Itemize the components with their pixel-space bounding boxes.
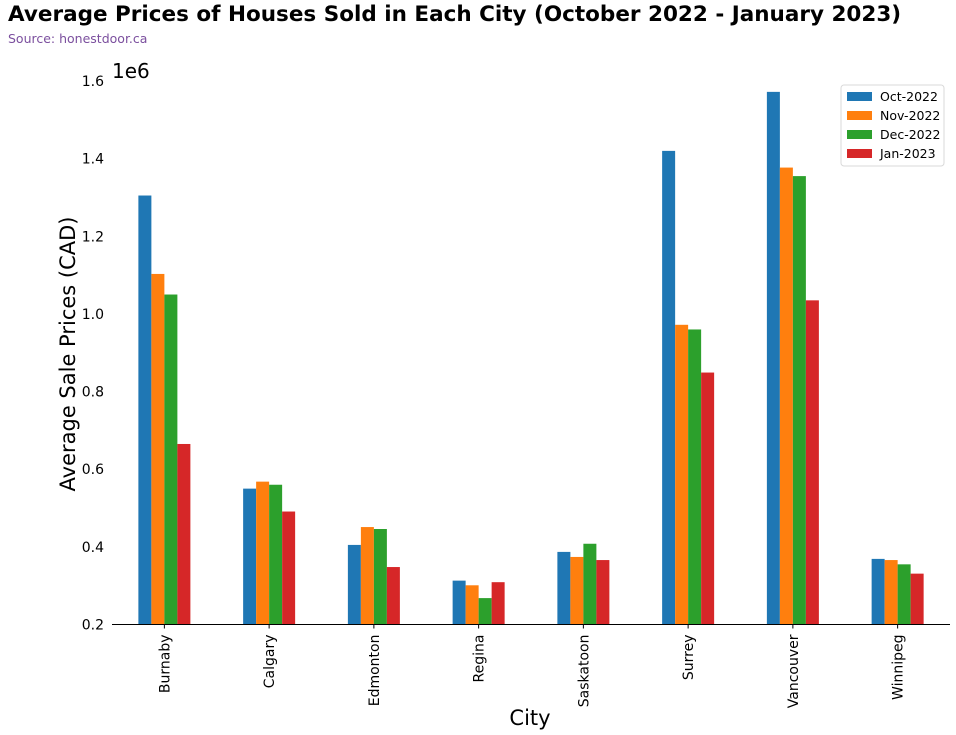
bar-winnipeg-oct-2022 (871, 558, 885, 625)
legend: Oct-2022 Nov-2022 Dec-2022 Jan-2023 (840, 84, 945, 167)
bar-edmonton-dec-2022 (373, 529, 387, 625)
y-axis-title: Average Sale Prices (CAD) (56, 217, 80, 492)
bar-vancouver-jan-2023 (805, 300, 819, 625)
bar-edmonton-nov-2022 (360, 527, 374, 625)
bar-regina-jan-2023 (491, 582, 505, 625)
bar-regina-dec-2022 (478, 598, 492, 625)
bar-winnipeg-nov-2022 (884, 560, 898, 625)
legend-frame (840, 84, 945, 167)
chart-title: Average Prices of Houses Sold in Each Ci… (8, 2, 902, 27)
legend-label: Nov-2022 (880, 108, 940, 123)
legend-swatch (847, 149, 872, 158)
x-axis: Burnaby Calgary Edmonton Regina Saskatoon Sur… (157, 624, 907, 708)
x-tick-label: Regina (472, 635, 488, 683)
x-tick-label: Edmonton (367, 635, 383, 707)
chart-source: Source: honestdoor.ca (8, 31, 148, 46)
bars-layer (138, 91, 924, 625)
bar-edmonton-jan-2023 (386, 567, 400, 625)
bar-winnipeg-jan-2023 (910, 573, 924, 625)
bar-burnaby-dec-2022 (164, 294, 178, 625)
bar-saskatoon-jan-2023 (596, 560, 610, 625)
bar-regina-nov-2022 (465, 585, 479, 625)
legend-label: Dec-2022 (880, 127, 941, 142)
bar-saskatoon-dec-2022 (583, 543, 597, 625)
y-axis-offset-label: 1e6 (112, 59, 150, 83)
bar-saskatoon-oct-2022 (557, 551, 571, 625)
y-tick-label: 0.8 (82, 385, 104, 401)
y-tick-label: 1.0 (82, 307, 104, 323)
x-axis-title: City (509, 706, 550, 730)
bar-calgary-dec-2022 (269, 484, 283, 625)
x-tick-label: Vancouver (786, 634, 802, 708)
legend-label: Oct-2022 (880, 89, 938, 104)
x-tick-label: Saskatoon (576, 635, 592, 708)
bar-surrey-jan-2023 (701, 372, 715, 625)
x-tick-label: Burnaby (157, 635, 173, 694)
bar-winnipeg-dec-2022 (897, 564, 911, 625)
bar-surrey-nov-2022 (675, 324, 689, 625)
bar-regina-oct-2022 (452, 580, 466, 625)
legend-label: Jan-2023 (879, 146, 936, 161)
bar-vancouver-nov-2022 (779, 167, 793, 625)
x-tick-label: Surrey (681, 635, 697, 681)
bar-calgary-oct-2022 (243, 488, 257, 625)
legend-swatch (847, 111, 872, 120)
legend-swatch (847, 92, 872, 101)
bar-surrey-dec-2022 (688, 329, 702, 625)
y-tick-label: 0.4 (82, 540, 104, 556)
bar-burnaby-jan-2023 (177, 443, 191, 625)
bar-vancouver-oct-2022 (766, 91, 780, 625)
y-tick-label: 1.4 (82, 152, 104, 168)
bar-calgary-jan-2023 (282, 511, 296, 625)
y-tick-label: 1.6 (82, 74, 104, 90)
x-tick-label: Winnipeg (891, 635, 907, 700)
bar-burnaby-nov-2022 (151, 273, 165, 625)
bar-burnaby-oct-2022 (138, 195, 152, 625)
bar-surrey-oct-2022 (662, 150, 676, 625)
bar-edmonton-oct-2022 (347, 544, 361, 625)
legend-swatch (847, 130, 872, 139)
y-tick-label: 0.2 (82, 618, 104, 634)
y-tick-label: 1.2 (82, 229, 104, 245)
bar-vancouver-dec-2022 (792, 176, 806, 625)
y-axis: 0.2 0.4 0.6 0.8 1.0 1.2 1.4 1.6 (82, 74, 104, 634)
bar-saskatoon-nov-2022 (570, 556, 584, 625)
bar-calgary-nov-2022 (256, 481, 270, 625)
y-tick-label: 0.6 (82, 462, 104, 478)
x-tick-label: Calgary (262, 635, 278, 689)
legend-items: Oct-2022 Nov-2022 Dec-2022 Jan-2023 (847, 89, 941, 161)
